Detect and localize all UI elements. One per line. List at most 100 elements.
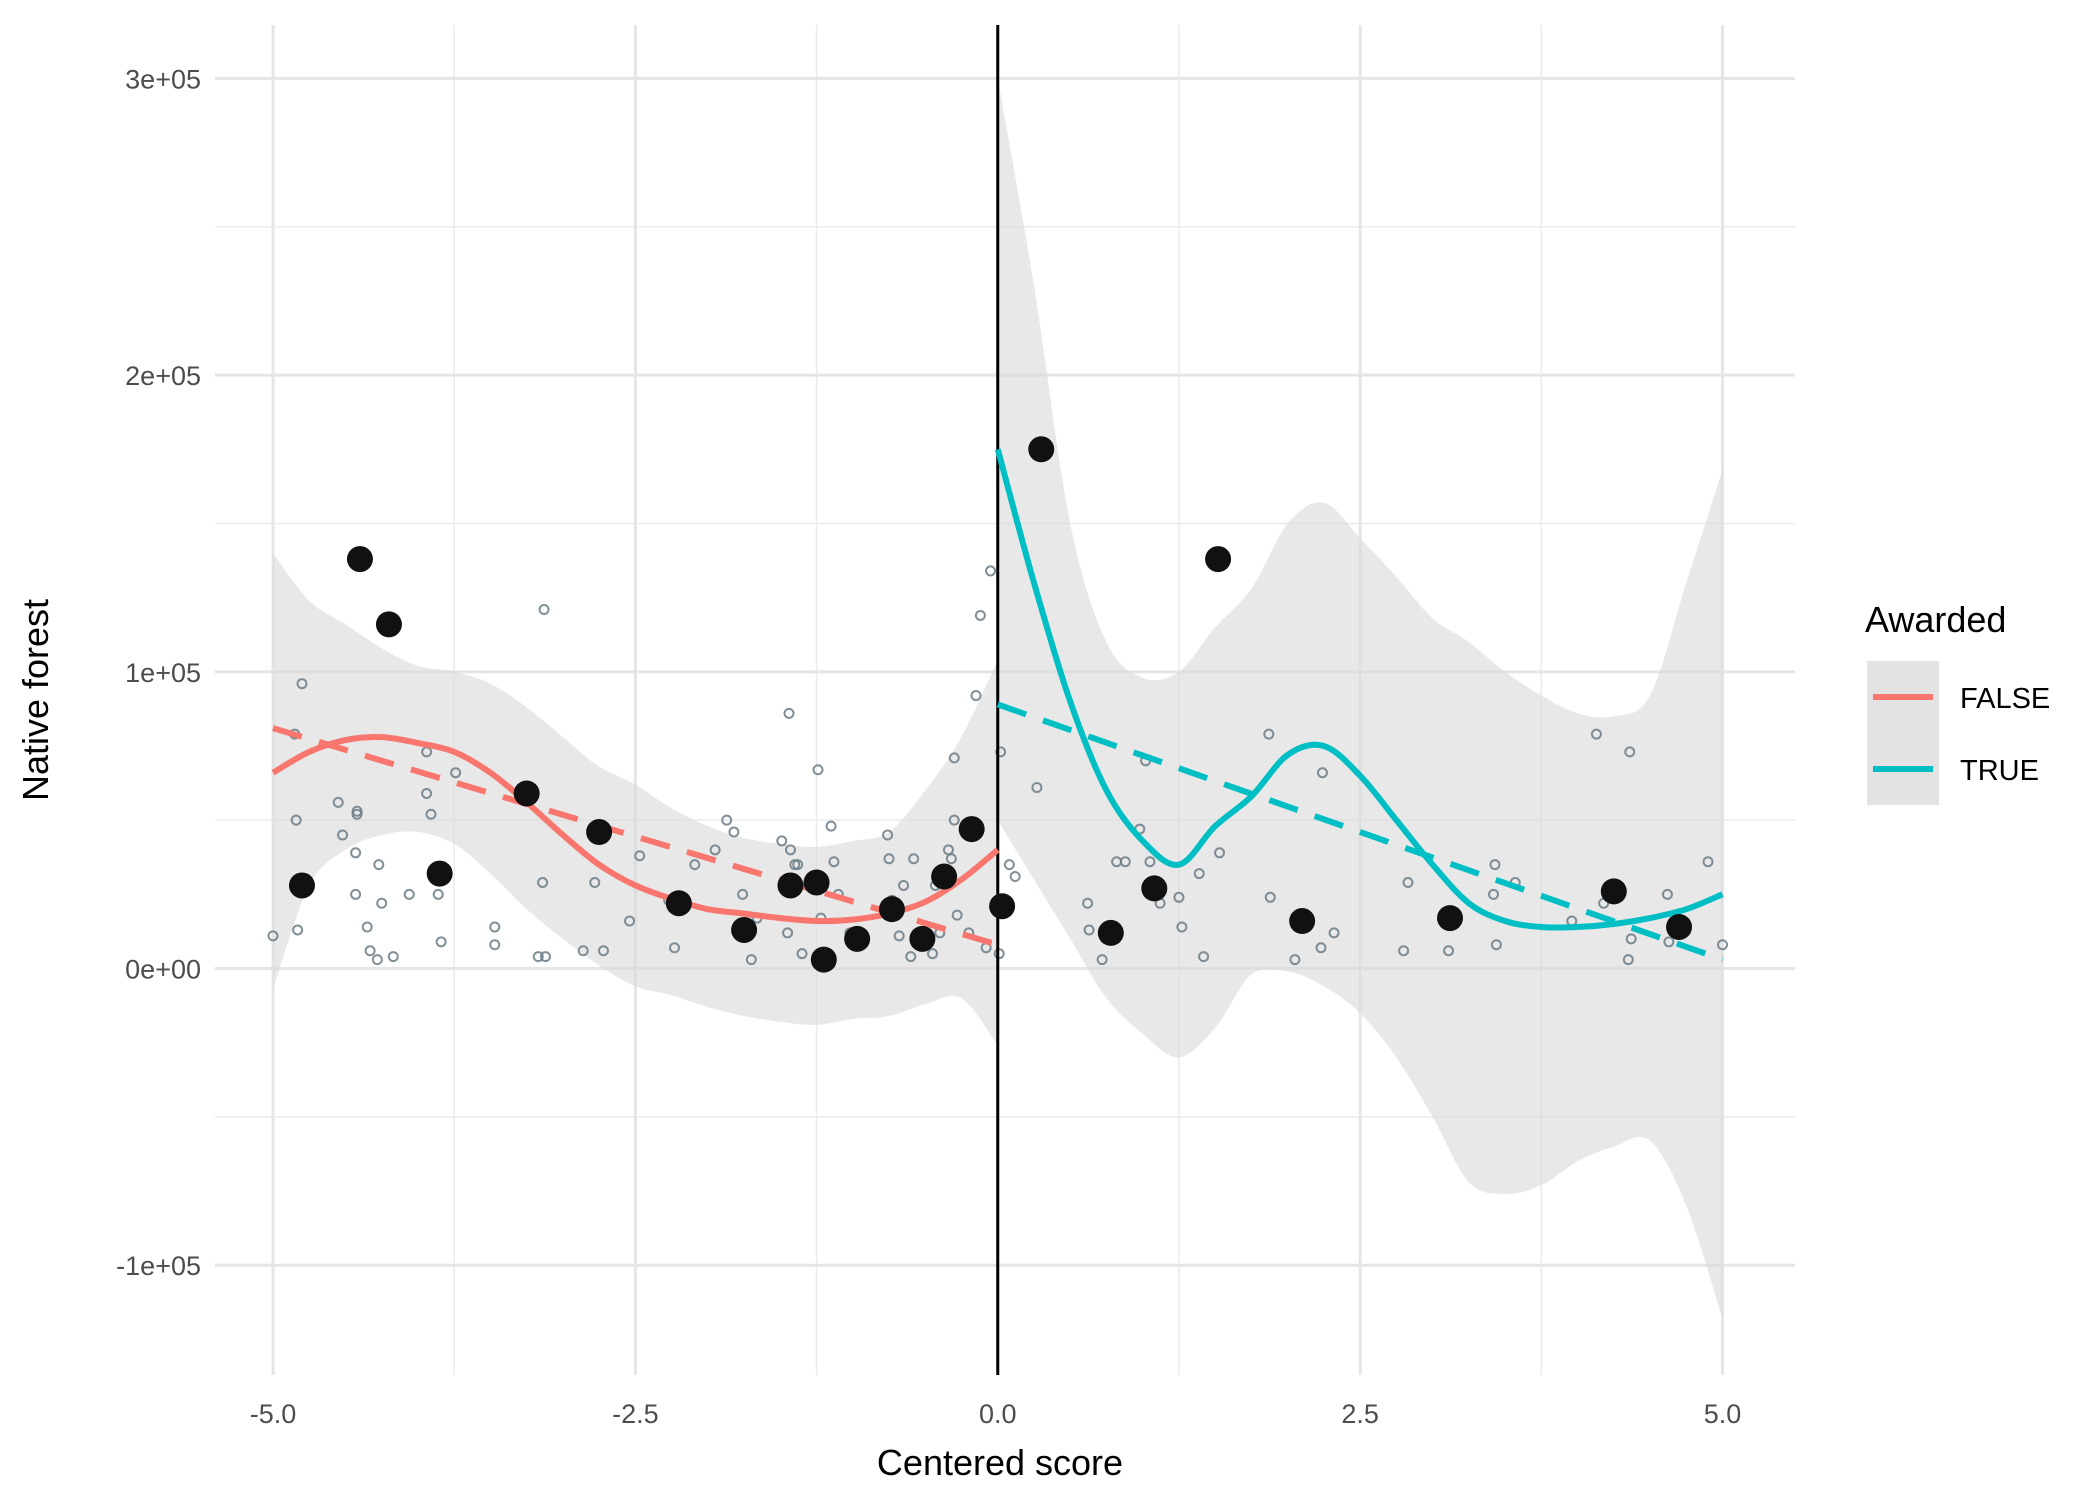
- raw-point: [882, 829, 894, 841]
- raw-point: [537, 876, 549, 888]
- raw-point: [948, 814, 960, 826]
- binned-point: [1205, 546, 1232, 573]
- raw-point: [782, 927, 794, 939]
- binned-point: [1141, 875, 1168, 902]
- raw-point: [669, 942, 681, 954]
- raw-point: [898, 879, 910, 891]
- raw-point: [825, 820, 837, 832]
- raw-point: [589, 876, 601, 888]
- raw-point: [1487, 888, 1499, 900]
- y-tick-label: 1e+05: [125, 658, 201, 688]
- confidence-band-true: [997, 78, 1723, 1319]
- raw-point: [290, 814, 302, 826]
- raw-point: [828, 856, 840, 868]
- x-tick-label: 5.0: [1704, 1399, 1742, 1429]
- raw-point: [995, 746, 1007, 758]
- raw-point: [784, 844, 796, 856]
- raw-point: [1489, 859, 1501, 871]
- legend-label-true: TRUE: [1960, 755, 2039, 787]
- raw-point: [1083, 924, 1095, 936]
- raw-point: [1443, 945, 1455, 957]
- x-axis-tick-labels: -5.0 -2.5 0.0 2.5 5.0: [250, 1399, 1742, 1429]
- raw-point: [489, 921, 501, 933]
- raw-point: [387, 951, 399, 963]
- raw-point: [1263, 728, 1275, 740]
- linear-fit-line-false: [272, 725, 999, 948]
- x-tick-label: -5.0: [250, 1399, 297, 1429]
- raw-point: [792, 859, 804, 871]
- x-tick-label: -2.5: [612, 1399, 659, 1429]
- raw-point: [332, 796, 344, 808]
- raw-point: [337, 829, 349, 841]
- binned-point: [777, 872, 804, 899]
- raw-point: [364, 945, 376, 957]
- raw-point: [350, 847, 362, 859]
- raw-point: [1193, 868, 1205, 880]
- binned-point: [931, 863, 958, 890]
- raw-point: [1490, 939, 1502, 951]
- raw-point: [709, 844, 721, 856]
- raw-point: [974, 609, 986, 621]
- raw-point: [1289, 954, 1301, 966]
- raw-point: [624, 915, 636, 927]
- raw-point: [1082, 897, 1094, 909]
- raw-point: [296, 678, 308, 690]
- raw-point: [1717, 939, 1729, 951]
- raw-point: [1316, 767, 1328, 779]
- fit-lines-layer: [271, 448, 1724, 963]
- binned-point: [426, 860, 453, 887]
- legend: Awarded FALSE TRUE: [1865, 599, 2050, 805]
- binned-point: [878, 896, 905, 923]
- raw-point: [1009, 871, 1021, 883]
- raw-point: [1661, 888, 1673, 900]
- raw-point: [351, 808, 363, 820]
- raw-point: [538, 604, 550, 616]
- x-tick-label: 0.0: [979, 1399, 1017, 1429]
- y-tick-label: 3e+05: [125, 64, 201, 94]
- binned-point: [1600, 878, 1627, 905]
- legend-title: Awarded: [1865, 599, 2006, 640]
- binned-point: [288, 872, 315, 899]
- raw-point: [905, 951, 917, 963]
- raw-point: [1176, 921, 1188, 933]
- legend-label-false: FALSE: [1960, 683, 2050, 715]
- linear-fit-line-true: [996, 701, 1724, 963]
- binned-point: [731, 916, 758, 943]
- binned-point: [1097, 919, 1124, 946]
- raw-point: [597, 945, 609, 957]
- raw-point: [1398, 945, 1410, 957]
- x-tick-label: 2.5: [1341, 1399, 1379, 1429]
- raw-point: [951, 909, 963, 921]
- binned-point: [346, 546, 373, 573]
- y-axis-title: Native forest: [15, 599, 56, 801]
- raw-point: [948, 752, 960, 764]
- raw-point: [945, 853, 957, 865]
- y-tick-label: -1e+05: [116, 1251, 201, 1281]
- raw-point: [927, 948, 939, 960]
- raw-point: [1328, 927, 1340, 939]
- raw-point: [689, 859, 701, 871]
- raw-point: [776, 835, 788, 847]
- y-tick-label: 2e+05: [125, 361, 201, 391]
- raw-point: [577, 945, 589, 957]
- binned-point: [1028, 436, 1055, 463]
- raw-point: [1198, 951, 1210, 963]
- binned-point: [1437, 905, 1464, 932]
- raw-point: [376, 897, 388, 909]
- y-tick-label: 0e+00: [125, 955, 201, 985]
- raw-point: [1173, 891, 1185, 903]
- raw-point: [893, 930, 905, 942]
- binned-point: [375, 611, 402, 638]
- y-axis-tick-labels: -1e+05 0e+00 1e+05 2e+05 3e+05: [116, 64, 201, 1281]
- raw-point: [1214, 847, 1226, 859]
- raw-point: [1144, 856, 1156, 868]
- raw-point: [267, 930, 279, 942]
- binned-point: [1666, 913, 1693, 940]
- raw-point: [721, 814, 733, 826]
- raw-point: [783, 707, 795, 719]
- raw-point: [432, 888, 444, 900]
- binned-point: [989, 893, 1016, 920]
- raw-point: [425, 808, 437, 820]
- raw-point: [745, 954, 757, 966]
